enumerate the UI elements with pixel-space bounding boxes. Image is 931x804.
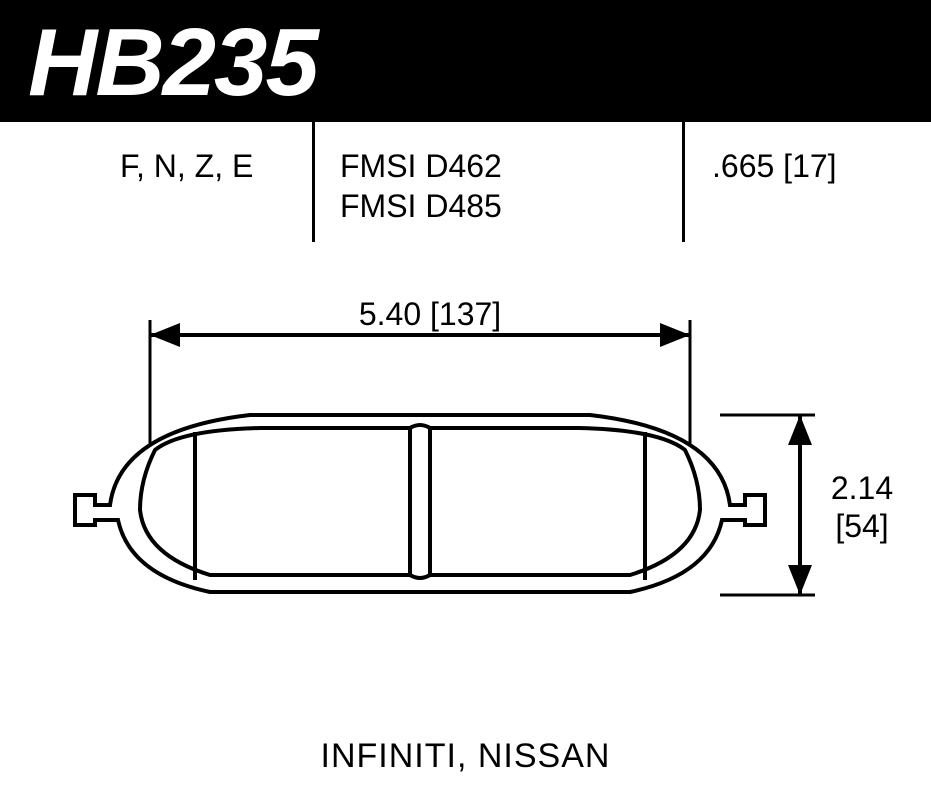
spec-fmsi-2: FMSI D485 [340, 188, 502, 225]
spec-divider-1 [312, 122, 315, 242]
brake-pad-shape [75, 415, 765, 592]
height-dim-label-1: 2.14 [822, 470, 902, 507]
height-dim-label-2: [54] [822, 508, 902, 545]
part-number: HB235 [28, 8, 317, 118]
brake-pad-diagram [0, 280, 931, 710]
footer-applications: INFINITI, NISSAN [0, 737, 931, 776]
spec-fmsi-1: FMSI D462 [340, 148, 502, 185]
spec-divider-2 [682, 122, 685, 242]
diagram-area [0, 280, 931, 710]
spec-thickness: .665 [17] [712, 148, 837, 185]
width-dim-label: 5.40 [137] [340, 296, 520, 333]
spec-compounds: F, N, Z, E [120, 148, 253, 185]
